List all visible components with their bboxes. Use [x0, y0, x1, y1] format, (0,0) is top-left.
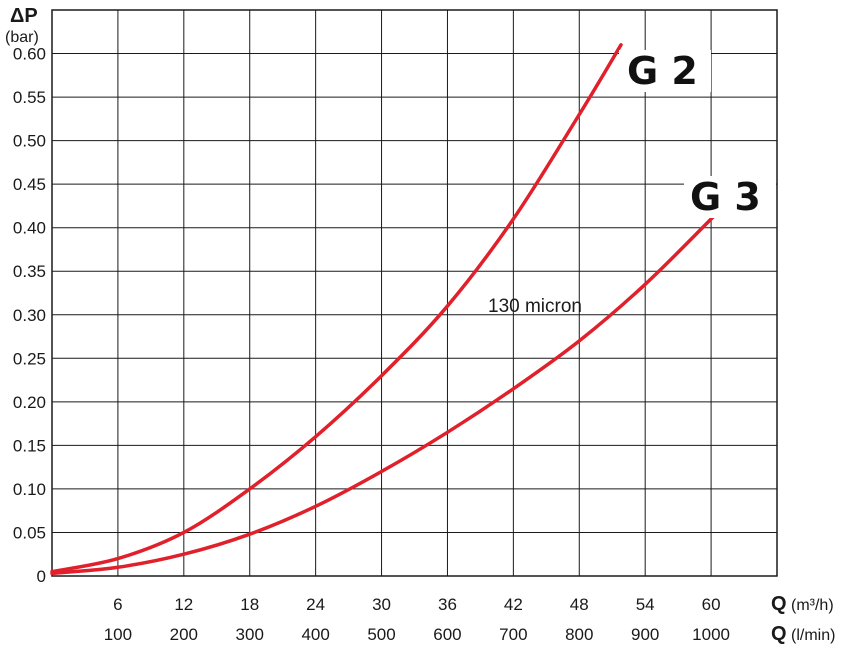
x-tick-label-m3h: 12: [174, 595, 193, 614]
y-tick-label: 0.30: [13, 306, 46, 325]
grid: [52, 10, 777, 576]
y-tick-label: 0: [37, 567, 46, 586]
y-tick-label: 0.60: [13, 45, 46, 64]
x-tick-label-m3h: 30: [372, 595, 391, 614]
x-tick-label-m3h: 24: [306, 595, 325, 614]
x-tick-label-lmin: 500: [367, 625, 395, 644]
x-tick-label-lmin: 700: [499, 625, 527, 644]
x-tick-label-m3h: 6: [113, 595, 122, 614]
y-tick-label: 0.35: [13, 262, 46, 281]
x-tick-label-lmin: 600: [433, 625, 461, 644]
x-tick-label-lmin: 300: [236, 625, 264, 644]
y-axis-unit: (bar): [5, 29, 39, 46]
y-axis-symbol: ΔP: [10, 5, 38, 27]
x-axis-lmin-symbol: Q: [771, 623, 787, 645]
y-tick-label: 0.50: [13, 132, 46, 151]
series-lines: [50, 43, 730, 576]
x-tick-label-lmin: 800: [565, 625, 593, 644]
x-tick-label-m3h: 60: [702, 595, 721, 614]
x-tick-label-lmin: 100: [104, 625, 132, 644]
series-label-g2: G 2: [627, 49, 698, 93]
x-tick-label-m3h: 42: [504, 595, 523, 614]
x-tick-label-m3h: 18: [240, 595, 259, 614]
y-tick-labels: 0 0.05 0.10 0.15 0.20 0.25 0.30 0.35 0.40 0.45 0.5…: [13, 45, 46, 586]
y-tick-label: 0.45: [13, 175, 46, 194]
x-axis-m3h-unit: (m³/h): [791, 597, 834, 614]
series-label-g3: G 3: [690, 175, 761, 219]
y-tick-label: 0.05: [13, 523, 46, 542]
x-tick-label-m3h: 54: [636, 595, 655, 614]
y-tick-label: 0.10: [13, 480, 46, 499]
series-line-g3: [50, 199, 730, 576]
y-tick-label: 0.25: [13, 349, 46, 368]
g2-label-background: [619, 50, 711, 92]
x-tick-label-m3h: 48: [570, 595, 589, 614]
y-tick-label: 0.15: [13, 436, 46, 455]
x-tick-label-lmin: 200: [170, 625, 198, 644]
x-axis-m3h-symbol: Q: [771, 593, 787, 615]
y-tick-label: 0.55: [13, 88, 46, 107]
plot-frame: [51, 9, 778, 577]
y-tick-label: 0.40: [13, 219, 46, 238]
x-tick-labels: 6 100 12 200 18 300 24 400 30 500 36 600 42 700 48 800 5…: [104, 595, 730, 644]
y-tick-label: 0.20: [13, 393, 46, 412]
x-tick-label-lmin: 1000: [692, 625, 730, 644]
annotation-130-micron: 130 micron: [488, 296, 582, 317]
x-tick-label-lmin: 400: [301, 625, 329, 644]
series-line-g2: [50, 43, 623, 574]
x-tick-label-m3h: 36: [438, 595, 457, 614]
x-axis-lmin-unit: (l/min): [791, 627, 835, 644]
g3-label-background: [684, 176, 776, 218]
x-tick-label-lmin: 900: [631, 625, 659, 644]
